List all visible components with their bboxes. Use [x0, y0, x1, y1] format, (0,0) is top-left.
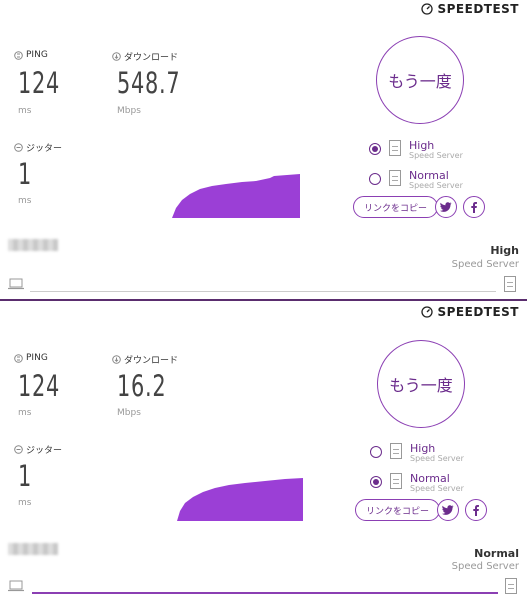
- speed-graph: [177, 478, 303, 521]
- ping-unit: ms: [18, 106, 32, 116]
- redacted-provider: [8, 239, 58, 251]
- server-option-normal[interactable]: Normal Speed Server: [369, 169, 463, 191]
- server-doc-icon: [505, 578, 517, 594]
- server-option-sub: Speed Server: [409, 151, 463, 161]
- laptop-icon: [8, 580, 24, 592]
- download-icon: [112, 52, 121, 61]
- test-again-button[interactable]: もう一度: [376, 36, 464, 124]
- twitter-icon: [442, 505, 454, 515]
- current-server-name: Normal: [474, 547, 519, 560]
- test-again-button[interactable]: もう一度: [377, 340, 465, 428]
- download-unit: Mbps: [117, 106, 141, 116]
- progress-fill: [32, 592, 498, 594]
- server-doc-icon: [390, 443, 402, 459]
- result-panel-high: SPEEDTEST PING 124 ms ダウンロード 548.7 Mbps …: [0, 0, 527, 300]
- facebook-button[interactable]: [463, 196, 485, 218]
- server-option-high[interactable]: High Speed Server: [369, 139, 463, 161]
- ping-icon: [14, 353, 23, 363]
- download-value: 548.7: [117, 66, 181, 100]
- jitter-label: ジッター: [14, 443, 62, 456]
- copy-link-button[interactable]: リンクをコピー: [353, 196, 439, 218]
- jitter-icon: [14, 445, 23, 454]
- ping-value: 124: [18, 66, 61, 100]
- current-server-sub: Speed Server: [451, 259, 519, 270]
- server-doc-icon: [389, 140, 401, 156]
- server-doc-icon: [389, 170, 401, 186]
- server-option-sub: Speed Server: [410, 454, 464, 464]
- ping-value: 124: [18, 369, 61, 403]
- jitter-unit: ms: [18, 498, 32, 508]
- server-option-sub: Speed Server: [410, 484, 464, 494]
- ping-label: PING: [14, 353, 48, 363]
- current-server-sub: Speed Server: [451, 561, 519, 572]
- jitter-value: 1: [18, 459, 33, 493]
- server-option-name: Normal: [409, 169, 449, 182]
- progress-track: [30, 291, 496, 292]
- download-label: ダウンロード: [112, 50, 178, 63]
- download-value: 16.2: [117, 369, 167, 403]
- copy-link-button[interactable]: リンクをコピー: [355, 499, 441, 521]
- server-option-high[interactable]: High Speed Server: [370, 442, 464, 464]
- twitter-icon: [440, 202, 452, 212]
- speedometer-icon: [421, 3, 434, 15]
- server-doc-icon: [504, 276, 516, 292]
- jitter-label: ジッター: [14, 141, 62, 154]
- laptop-icon: [8, 278, 24, 290]
- twitter-button[interactable]: [435, 196, 457, 218]
- speedometer-icon: [421, 306, 434, 318]
- download-label: ダウンロード: [112, 353, 178, 366]
- radio-normal[interactable]: [370, 476, 382, 488]
- download-icon: [112, 355, 121, 364]
- server-option-name: Normal: [410, 472, 450, 485]
- facebook-button[interactable]: [465, 499, 487, 521]
- jitter-value: 1: [18, 157, 33, 191]
- download-unit: Mbps: [117, 408, 141, 418]
- twitter-button[interactable]: [437, 499, 459, 521]
- facebook-icon: [473, 504, 479, 516]
- jitter-icon: [14, 143, 23, 152]
- facebook-icon: [471, 201, 477, 213]
- brand-name: SPEEDTEST: [437, 305, 519, 319]
- server-option-sub: Speed Server: [409, 181, 463, 191]
- speed-graph-area: [177, 478, 303, 521]
- result-panel-normal: SPEEDTEST PING 124 ms ダウンロード 16.2 Mbps ジ…: [0, 303, 527, 603]
- current-server-name: High: [490, 244, 519, 257]
- ping-unit: ms: [18, 408, 32, 418]
- brand: SPEEDTEST: [421, 2, 519, 16]
- ping-icon: [14, 50, 23, 60]
- server-option-name: High: [409, 139, 435, 152]
- panel-divider: [0, 299, 527, 301]
- server-doc-icon: [390, 473, 402, 489]
- brand-name: SPEEDTEST: [437, 2, 519, 16]
- speed-graph: [172, 174, 300, 218]
- brand: SPEEDTEST: [421, 305, 519, 319]
- ping-label: PING: [14, 50, 48, 60]
- radio-high[interactable]: [369, 143, 381, 155]
- radio-high[interactable]: [370, 446, 382, 458]
- redacted-provider: [8, 543, 58, 555]
- jitter-unit: ms: [18, 196, 32, 206]
- server-option-normal[interactable]: Normal Speed Server: [370, 472, 464, 494]
- speed-graph-area: [172, 174, 300, 218]
- radio-normal[interactable]: [369, 173, 381, 185]
- server-option-name: High: [410, 442, 436, 455]
